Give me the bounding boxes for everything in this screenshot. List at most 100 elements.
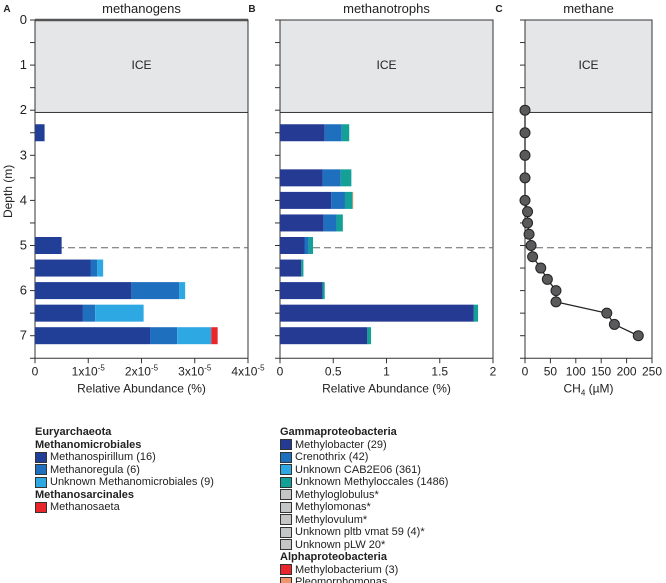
legend-label: Unknown CAB2E06 (361) (295, 463, 421, 476)
bar-segment (280, 259, 302, 277)
data-point (523, 228, 535, 240)
bar-segment (323, 214, 337, 232)
legend-item: Pleomorphomonas (280, 576, 448, 583)
y-tick-label: 4 (20, 192, 27, 207)
y-axis-label: Depth (m) (1, 165, 15, 218)
legend-methanotrophs: Gammaproteobacteria Methylobacter (29) Cre… (280, 426, 448, 583)
legend-swatch (280, 439, 292, 451)
legend-label: Methylomonas* (295, 501, 371, 513)
ice-region (279, 19, 494, 113)
x-tick-label: 150 (591, 364, 611, 378)
x-tick-label: 50 (544, 364, 558, 378)
legend-label: Pleomorphomonas (295, 576, 388, 583)
bar-segment (35, 282, 132, 300)
bar-segment (179, 282, 186, 300)
panel-title: methanogens (102, 1, 181, 16)
data-point (541, 273, 553, 285)
bar-segment (280, 124, 325, 142)
bar-segment (352, 191, 354, 209)
bar-segment (331, 191, 345, 209)
bar-segment (131, 282, 180, 300)
ice-label: ICE (376, 58, 396, 72)
bar-segment (336, 214, 343, 232)
legend-item: Crenothrix (42) (280, 451, 448, 464)
legend-swatch (280, 576, 292, 583)
legend-swatch (35, 464, 47, 476)
y-tick-label: 1 (20, 57, 27, 72)
y-tick-label: 7 (20, 328, 27, 343)
x-tick-label: 1 (383, 364, 390, 378)
legend-swatch (280, 451, 292, 463)
bar-segment (341, 124, 350, 142)
panel-title: methane (563, 1, 614, 16)
x-tick-label: 4x10-5 (231, 363, 265, 378)
x-tick-label: 1.5 (431, 364, 448, 378)
legend-label: Methylobacterium (3) (295, 563, 399, 576)
legend-label: Crenothrix (42) (295, 451, 369, 463)
legend-methanogens: Euryarchaeota Methanomicrobiales Methanosp… (35, 426, 214, 514)
legend-item: Methylobacter (29) (280, 439, 448, 452)
panel-letter: C (495, 4, 502, 15)
legend-group: Methanomicrobiales (35, 438, 142, 451)
legend-label: Methanoregula (6) (50, 463, 140, 476)
legend-label: Unknown pLW 20* (295, 538, 386, 551)
bar-segment (322, 169, 341, 187)
legend-swatch (280, 464, 292, 476)
y-tick-label: 3 (20, 147, 27, 162)
legend-item: Methanosaeta (35, 501, 214, 514)
data-point (608, 318, 620, 330)
bar-segment (280, 214, 324, 232)
bar-segment (35, 124, 45, 142)
data-point (522, 217, 534, 229)
bar-segment (150, 327, 178, 345)
legend-swatch (280, 526, 292, 538)
bar-segment (35, 237, 62, 254)
bar-segment (280, 282, 323, 300)
x-tick-label: 2x10-5 (125, 363, 159, 378)
legend-label: Methyloglobulus* (295, 488, 379, 501)
bar-segment (35, 304, 83, 322)
data-point (519, 194, 531, 206)
bar-segment (280, 327, 368, 345)
legend-item: Methyloglobulus* (280, 489, 448, 502)
x-tick-label: 250 (642, 364, 662, 378)
legend-label: Methanosaeta (50, 501, 120, 513)
data-point (601, 307, 613, 319)
legend-swatch (280, 564, 292, 576)
data-point (632, 330, 644, 342)
bar-segment (90, 259, 98, 277)
legend-label: Unknown Methanomicrobiales (9) (50, 476, 214, 488)
legend-swatch (280, 514, 292, 526)
data-point (527, 251, 539, 263)
legend-swatch (280, 501, 292, 513)
bar-segment (280, 169, 323, 187)
legend-label: Methylovulum* (295, 513, 368, 526)
data-point (550, 285, 562, 297)
x-axis-label: Relative Abundance (%) (77, 381, 206, 395)
bar-segment (324, 124, 342, 142)
x-tick-label: 1x10-5 (72, 363, 106, 378)
ice-label: ICE (131, 58, 151, 72)
x-axis-label: CH4 (µM) (563, 381, 613, 397)
bar-segment (322, 282, 325, 300)
legend-swatch (35, 501, 47, 513)
legend-item: Unknown CAB2E06 (361) (280, 464, 448, 477)
data-point (519, 104, 531, 116)
x-tick-label: 200 (617, 364, 637, 378)
legend-item: Methylovulum* (280, 514, 448, 527)
panel-letter: B (248, 4, 255, 15)
legend-swatch (280, 539, 292, 551)
y-tick-label: 0 (20, 12, 27, 27)
data-point (550, 296, 562, 308)
bar-segment (95, 304, 144, 322)
x-tick-label: 0 (522, 364, 529, 378)
chart-panels: ICE 0 1 2 3 4 5 6 7 Depth (m) 0 1x10-5 2x10-5 3x10-5 4… (1, 1, 662, 397)
data-point (519, 127, 531, 139)
legend-swatch (280, 476, 292, 488)
x-tick-label: 3x10-5 (178, 363, 212, 378)
bar-segment (211, 327, 218, 345)
x-tick-label: 0.5 (325, 364, 342, 378)
y-tick-label: 2 (20, 102, 27, 117)
bar-segment (97, 259, 104, 277)
y-tick-label: 5 (20, 238, 27, 253)
